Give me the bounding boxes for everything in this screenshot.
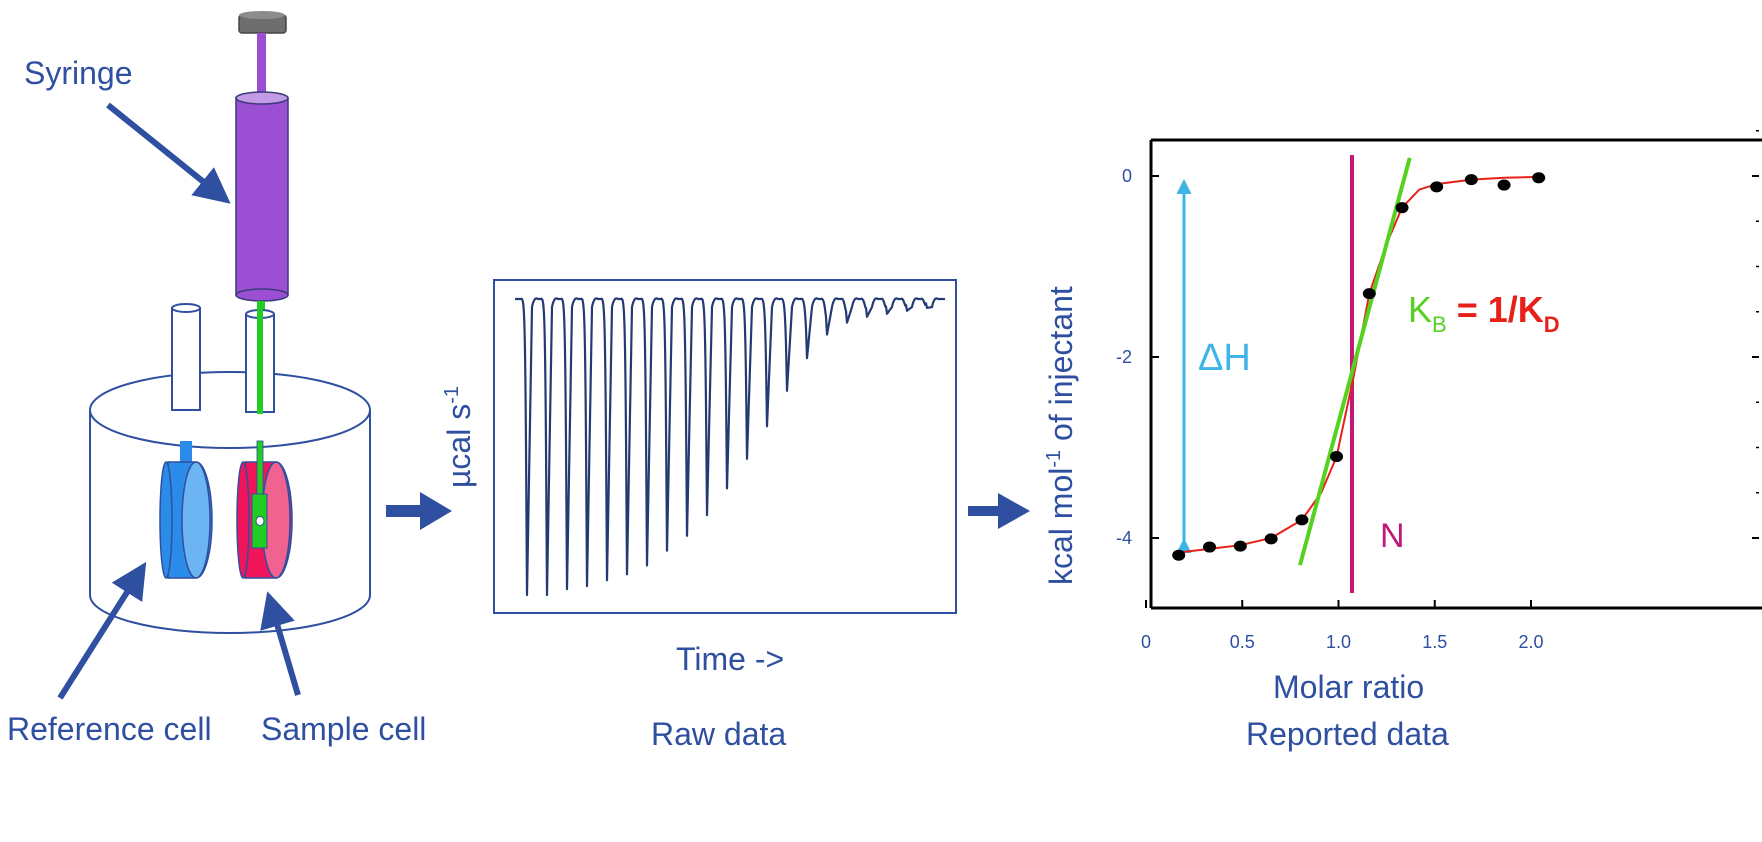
kb-kd-equation: KB = 1/KD	[1408, 289, 1560, 337]
raw-y-axis-label: µcal s-1	[441, 386, 477, 488]
sample-cell-icon	[236, 440, 293, 579]
x-tick-label: 0	[1141, 632, 1151, 652]
instrument: Syringe Reference cell Sample cell	[7, 11, 426, 747]
sample-stem-icon	[245, 306, 275, 414]
reference-cell-arrow-icon	[57, 561, 147, 700]
chart-y-axis-label: kcal mol-1 of injectant	[1043, 286, 1079, 585]
data-point	[1464, 174, 1478, 186]
data-point	[1395, 202, 1409, 214]
data-point	[1264, 533, 1278, 545]
raw-thermogram-trace	[515, 297, 945, 597]
data-point	[1532, 172, 1546, 184]
delta-h-label: ΔH	[1198, 337, 1251, 379]
chart-caption: Reported data	[1246, 716, 1449, 752]
raw-x-axis-label: Time ->	[676, 641, 784, 677]
reported-data-chart: 0 0.5 1.0 1.5 2.0 0 -2 -4 kcal mol-1 of injecta…	[1043, 130, 1762, 752]
x-tick-label: 1.5	[1422, 632, 1447, 652]
y-tick-label: -4	[1116, 528, 1132, 548]
data-point	[1203, 541, 1217, 553]
reference-cell-icon	[159, 441, 213, 579]
syringe-barrel-icon	[235, 91, 289, 302]
flow-arrow-icon-1	[386, 492, 452, 530]
calorimeter-body-icon	[89, 410, 371, 634]
data-point	[1172, 549, 1186, 561]
slope-line	[1298, 157, 1412, 566]
sample-cell-label: Sample cell	[261, 711, 426, 747]
syringe-arrow-icon	[106, 102, 231, 204]
x-tick-label: 1.0	[1326, 632, 1351, 652]
y-tick-label: -2	[1116, 347, 1132, 367]
raw-data-panel: µcal s-1 Time -> Raw data	[441, 279, 957, 752]
data-point	[1430, 181, 1444, 193]
sample-cell-arrow-icon	[260, 591, 301, 696]
data-point	[1295, 514, 1309, 526]
n-label: N	[1380, 517, 1405, 555]
data-point	[1330, 451, 1344, 463]
data-point	[1362, 288, 1376, 300]
x-tick-label: 2.0	[1518, 632, 1543, 652]
syringe-label: Syringe	[24, 55, 133, 91]
y-tick-label: 0	[1122, 166, 1132, 186]
data-point	[1497, 179, 1511, 191]
plunger-rod-icon	[257, 33, 266, 99]
raw-data-caption: Raw data	[651, 716, 786, 752]
data-point	[1233, 540, 1247, 552]
chart-x-axis-label: Molar ratio	[1273, 669, 1424, 705]
flow-arrow-icon-2	[968, 493, 1030, 529]
reference-stem-icon	[171, 303, 201, 411]
x-tick-label: 0.5	[1230, 632, 1255, 652]
reference-cell-label: Reference cell	[7, 711, 212, 747]
